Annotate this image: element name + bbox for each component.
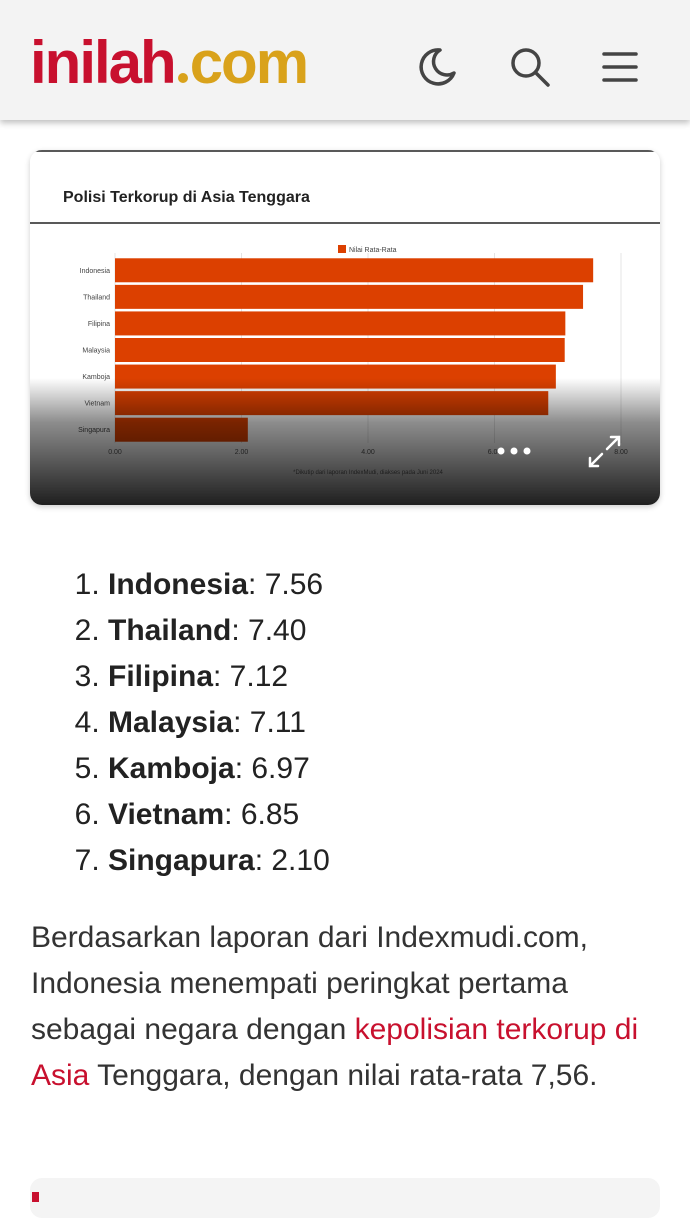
bar (115, 311, 566, 336)
paragraph-text: Berdasarkan laporan dari Indexmudi.com, … (31, 921, 588, 1046)
list-item: Singapura: 2.10 (108, 838, 668, 884)
bar (115, 338, 565, 362)
country-score: : 7.40 (231, 614, 307, 647)
chart-card: Polisi Terkorup di Asia Tenggara 0.002.0… (30, 150, 660, 505)
country-name: Vietnam (108, 798, 225, 831)
accent-mark (32, 1192, 39, 1202)
country-name: Indonesia (108, 568, 249, 601)
more-icon[interactable] (497, 447, 531, 455)
ranking-list: Indonesia: 7.56Thailand: 7.40Filipina: 7… (44, 562, 668, 884)
logo[interactable]: inilah com (30, 28, 309, 97)
country-name: Thailand (108, 614, 232, 647)
list-item: Indonesia: 7.56 (108, 562, 668, 608)
list-item: Vietnam: 6.85 (108, 792, 668, 838)
country-name: Filipina (108, 660, 213, 693)
country-score: : 7.11 (233, 706, 306, 739)
header: inilah com (0, 0, 690, 120)
y-tick-label: Kamboja (82, 374, 110, 381)
country-name: Singapura (108, 844, 255, 877)
expand-icon[interactable] (588, 435, 621, 468)
legend-label: Nilai Rata-Rata (349, 247, 397, 254)
list-item: Kamboja: 6.97 (108, 746, 668, 792)
chart: Polisi Terkorup di Asia Tenggara 0.002.0… (30, 150, 660, 505)
country-score: : 2.10 (254, 844, 330, 877)
logo-main: inilah (30, 29, 177, 96)
country-score: : 7.12 (213, 660, 289, 693)
bar (115, 284, 584, 309)
chart-title: Polisi Terkorup di Asia Tenggara (63, 189, 310, 206)
y-tick-label: Indonesia (80, 268, 110, 275)
list-item: Thailand: 7.40 (108, 608, 668, 654)
y-tick-label: Malaysia (82, 348, 110, 355)
article-link[interactable]: kepolisian terkorup di Asia (31, 1013, 639, 1092)
logo-dot (177, 73, 188, 83)
y-tick-label: Filipina (88, 321, 110, 328)
country-name: Kamboja (108, 752, 235, 785)
paragraph: Berdasarkan laporan dari Indexmudi.com, … (31, 915, 661, 1099)
country-score: : 6.85 (224, 798, 300, 831)
dark-mode-icon[interactable] (414, 45, 458, 89)
legend-swatch (338, 245, 346, 253)
menu-icon[interactable] (601, 50, 639, 84)
search-icon[interactable] (508, 45, 552, 89)
country-score: : 6.97 (234, 752, 310, 785)
logo-suffix: com (189, 29, 309, 96)
list-item: Filipina: 7.12 (108, 654, 668, 700)
list-item: Malaysia: 7.11 (108, 700, 668, 746)
bar (115, 258, 594, 283)
y-tick-label: Thailand (83, 294, 110, 301)
paragraph-text: Tenggara, dengan nilai rata-rata 7,56. (89, 1059, 598, 1092)
next-card (30, 1178, 660, 1218)
country-score: : 7.56 (248, 568, 324, 601)
country-name: Malaysia (108, 706, 234, 739)
image-overlay (30, 378, 660, 505)
